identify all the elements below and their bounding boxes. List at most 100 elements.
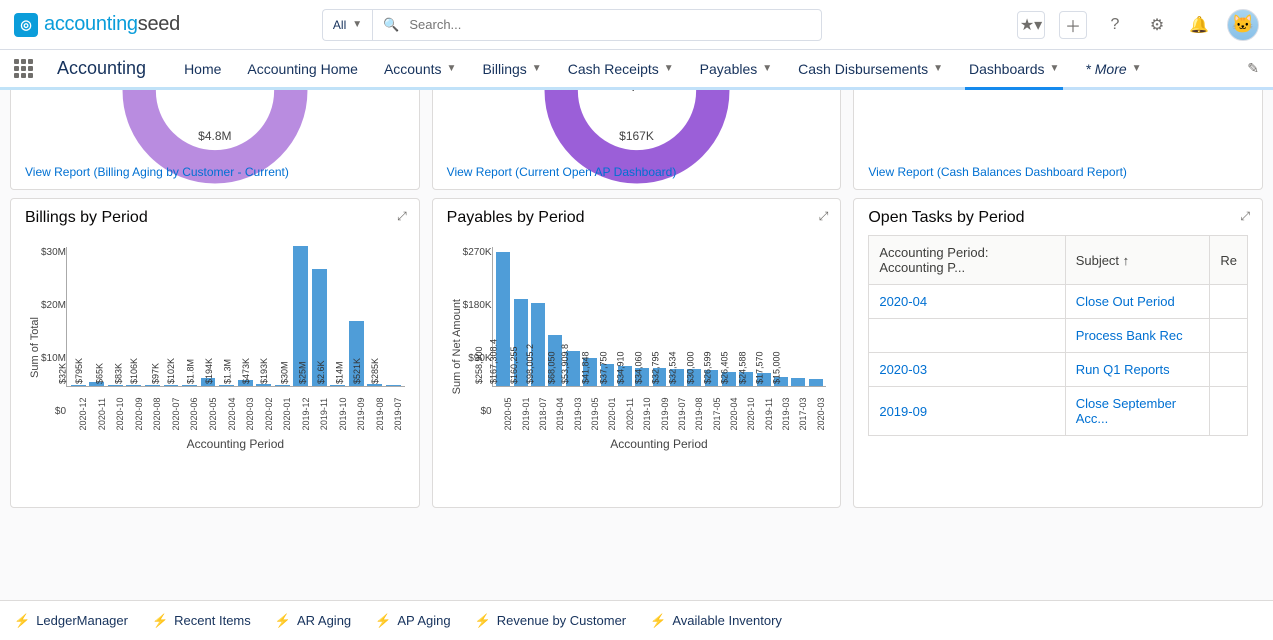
- chevron-down-icon: ▼: [532, 63, 542, 74]
- card-billing-aging: $4.9M $4.8M View Report (Billing Aging b…: [10, 90, 420, 190]
- chevron-down-icon: ▼: [1050, 63, 1060, 74]
- bar-col[interactable]: 2020-03: [808, 379, 823, 386]
- view-report-link-1[interactable]: View Report (Billing Aging by Customer -…: [25, 165, 289, 179]
- nav-item-billings[interactable]: Billings▼: [478, 49, 545, 89]
- favorites-button[interactable]: ★▾: [1017, 11, 1045, 39]
- table-row[interactable]: 2020-04Close Out Period: [869, 285, 1248, 319]
- card-open-ap: $180,136.9 $167K View Report (Current Op…: [432, 90, 842, 190]
- bar-col[interactable]: $285K2019-07: [385, 385, 402, 386]
- bar-col[interactable]: $193K2020-01: [274, 385, 291, 386]
- utility-item-revenue-by-customer[interactable]: ⚡Revenue by Customer: [475, 613, 627, 629]
- payables-barchart: Sum of Net Amount $270K$180K$90K$0 $258,…: [447, 247, 827, 447]
- view-report-link-3[interactable]: View Report (Cash Balances Dashboard Rep…: [868, 165, 1127, 179]
- bar-col[interactable]: $15,0002017-03: [791, 378, 806, 386]
- bolt-icon: ⚡: [14, 613, 30, 629]
- donut-2-center: $180,136.9: [581, 90, 691, 94]
- dashboard-body: $4.9M $4.8M View Report (Billing Aging b…: [0, 90, 1273, 600]
- table-header[interactable]: Accounting Period: Accounting P...: [869, 236, 1065, 285]
- search-scope-picker[interactable]: All ▼: [322, 9, 372, 41]
- billings-title: Billings by Period: [25, 209, 405, 227]
- search-input[interactable]: [409, 17, 811, 32]
- bar-col[interactable]: $102K2020-06: [181, 385, 198, 386]
- chevron-down-icon: ▼: [352, 19, 362, 30]
- bar-col[interactable]: $32K2020-12: [70, 385, 87, 386]
- top-row: $4.9M $4.8M View Report (Billing Aging b…: [0, 90, 1273, 190]
- expand-icon[interactable]: ⤢: [1240, 209, 1250, 224]
- nav-item-accounting-home[interactable]: Accounting Home: [243, 49, 362, 89]
- billings-barchart: Sum of Total $30M$20M$10M$0 $32K2020-12$…: [25, 247, 405, 447]
- bolt-icon: ⚡: [375, 613, 391, 629]
- brand-logo[interactable]: ◎ accountingseed: [14, 13, 180, 37]
- table-row[interactable]: Process Bank Rec: [869, 319, 1248, 353]
- utility-item-ledgermanager[interactable]: ⚡LedgerManager: [14, 613, 128, 629]
- bolt-icon: ⚡: [650, 613, 666, 629]
- app-launcher-icon[interactable]: [14, 59, 33, 78]
- avatar[interactable]: 🐱: [1227, 9, 1259, 41]
- billings-yaxis: $30M$20M$10M$0: [41, 247, 66, 447]
- gear-icon[interactable]: ⚙: [1143, 11, 1171, 39]
- bell-icon[interactable]: 🔔: [1185, 11, 1213, 39]
- bar-col[interactable]: $83K2020-09: [126, 385, 143, 386]
- bar-col[interactable]: $473K2020-02: [255, 384, 272, 386]
- table-header[interactable]: Re: [1210, 236, 1248, 285]
- app-title: Accounting: [57, 58, 146, 79]
- nav-item-payables[interactable]: Payables▼: [696, 49, 777, 89]
- bar-col[interactable]: $106K2020-08: [144, 385, 161, 386]
- card-billings-by-period: Billings by Period ⤢ Sum of Total $30M$2…: [10, 198, 420, 508]
- nav-item-accounts[interactable]: Accounts▼: [380, 49, 461, 89]
- utility-item-ap-aging[interactable]: ⚡AP Aging: [375, 613, 450, 629]
- donut-2-label: $167K: [619, 129, 654, 143]
- nav-item-cash-disbursements[interactable]: Cash Disbursements▼: [794, 49, 947, 89]
- payables-y-label: Sum of Net Amount: [447, 299, 463, 394]
- table-header-row: Accounting Period: Accounting P...Subjec…: [869, 236, 1248, 285]
- nav-item-cash-receipts[interactable]: Cash Receipts▼: [564, 49, 678, 89]
- help-icon[interactable]: ?: [1101, 11, 1129, 39]
- brand-name: accountingseed: [44, 13, 180, 36]
- utility-item-recent-items[interactable]: ⚡Recent Items: [152, 613, 251, 629]
- bolt-icon: ⚡: [152, 613, 168, 629]
- global-search: All ▼ 🔍: [322, 9, 822, 41]
- table-row[interactable]: 2019-09Close September Acc...: [869, 387, 1248, 436]
- payables-x-label: Accounting Period: [492, 437, 827, 451]
- brand-mark-icon: ◎: [14, 13, 38, 37]
- nav-item--more[interactable]: * More▼: [1081, 49, 1145, 89]
- bolt-icon: ⚡: [275, 613, 291, 629]
- chevron-down-icon: ▼: [664, 63, 674, 74]
- expand-icon[interactable]: ⤢: [397, 209, 407, 224]
- search-scope-label: All: [333, 18, 346, 32]
- bar-col[interactable]: $2.6K2019-10: [329, 385, 346, 386]
- donut-1-center: $4.9M: [184, 90, 245, 94]
- expand-icon[interactable]: ⤢: [819, 209, 829, 224]
- chart-row: Billings by Period ⤢ Sum of Total $30M$2…: [0, 190, 1273, 508]
- nav-item-home[interactable]: Home: [180, 49, 225, 89]
- billings-x-label: Accounting Period: [66, 437, 405, 451]
- utility-item-ar-aging[interactable]: ⚡AR Aging: [275, 613, 351, 629]
- bar-col[interactable]: $97K2020-07: [163, 385, 180, 386]
- view-report-link-2[interactable]: View Report (Current Open AP Dashboard): [447, 165, 677, 179]
- open-tasks-title: Open Tasks by Period: [868, 209, 1248, 227]
- table-header[interactable]: Subject ↑: [1065, 236, 1210, 285]
- search-icon: 🔍: [383, 17, 399, 33]
- billings-bars: $32K2020-12$795K2020-11$65K2020-10$83K20…: [66, 247, 405, 387]
- bar-col[interactable]: $194K2020-04: [218, 385, 235, 386]
- card-open-tasks: Open Tasks by Period ⤢ Accounting Period…: [853, 198, 1263, 508]
- table-row[interactable]: 2020-03Run Q1 Reports: [869, 353, 1248, 387]
- header-actions: ★▾ ＋ ? ⚙ 🔔 🐱: [1017, 9, 1259, 41]
- app-nav: Accounting Home Accounting Home Accounts▼ B…: [0, 50, 1273, 90]
- bar-col[interactable]: $65K2020-10: [107, 385, 124, 386]
- chevron-down-icon: ▼: [447, 63, 457, 74]
- utility-bar: ⚡LedgerManager ⚡Recent Items ⚡AR Aging ⚡AP …: [0, 600, 1273, 640]
- bolt-icon: ⚡: [475, 613, 491, 629]
- card-cash-balance: $74,522,752.2 View Report (Cash Balances…: [853, 90, 1263, 190]
- global-header: ◎ accountingseed All ▼ 🔍 ★▾ ＋ ? ⚙ 🔔 🐱: [0, 0, 1273, 50]
- donut-1-label: $4.8M: [198, 129, 231, 143]
- utility-item-available-inventory[interactable]: ⚡Available Inventory: [650, 613, 782, 629]
- card-payables-by-period: Payables by Period ⤢ Sum of Net Amount $…: [432, 198, 842, 508]
- add-button[interactable]: ＋: [1059, 11, 1087, 39]
- chevron-down-icon: ▼: [933, 63, 943, 74]
- nav-item-dashboards[interactable]: Dashboards▼: [965, 50, 1063, 90]
- chevron-down-icon: ▼: [1132, 63, 1142, 74]
- billings-y-label: Sum of Total: [25, 317, 41, 378]
- search-box[interactable]: 🔍: [372, 9, 822, 41]
- edit-nav-icon[interactable]: ✎: [1247, 60, 1259, 77]
